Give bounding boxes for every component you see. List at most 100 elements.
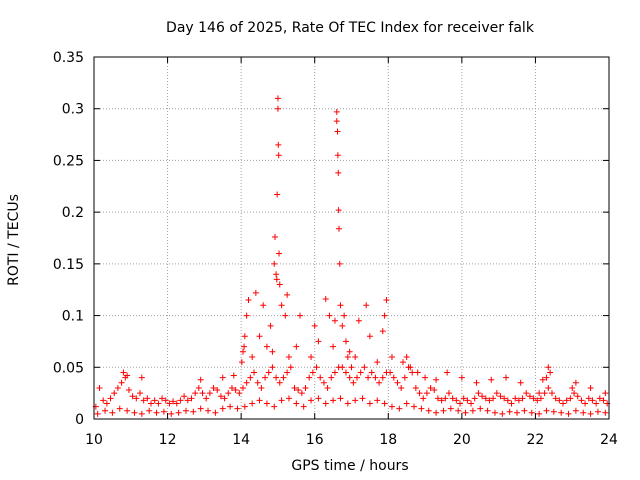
data-point [363,302,370,309]
y-tick-label: 0.25 [53,153,84,169]
data-point [365,374,372,381]
data-point [543,407,550,414]
data-point [334,152,341,159]
data-point [271,233,278,240]
x-tick-label: 22 [527,432,545,448]
data-point [416,390,423,397]
data-point [388,353,395,360]
data-point [569,384,576,391]
data-point [342,338,349,345]
data-point [285,395,292,402]
data-point [536,410,543,417]
data-point [160,408,167,415]
x-tick-label: 24 [600,432,618,448]
data-point [556,397,563,404]
data-point [473,379,480,386]
x-tick-label: 16 [306,432,324,448]
data-point [168,410,175,417]
data-point [503,374,509,381]
data-point [479,393,486,400]
data-point [269,348,276,355]
data-point [403,353,410,360]
data-point [212,409,219,416]
x-tick-labels: 10 12 14 16 18 20 22 24 [85,432,618,448]
data-point [346,348,353,355]
data-point [170,398,177,405]
data-point [263,400,270,407]
data-point [331,369,338,376]
data-point [247,374,254,381]
data-point [271,260,278,267]
data-point [357,369,364,376]
data-point [275,152,282,159]
data-point [177,397,184,404]
data-point [486,397,493,404]
data-point [458,374,465,381]
data-point [403,400,410,407]
data-point [184,397,191,404]
data-point [431,387,438,394]
data-point [274,95,281,102]
data-point [166,400,173,407]
data-point [238,359,245,366]
data-point [379,328,386,335]
data-point [545,364,552,371]
data-point [273,271,280,278]
data-point [109,409,116,416]
data-point [514,409,521,416]
data-point [330,397,337,404]
data-point [313,364,320,371]
data-point [425,407,432,414]
data-point [182,407,189,414]
data-point [541,390,548,397]
data-point [558,409,565,416]
data-point [493,390,500,397]
data-point [414,369,421,376]
data-point [368,369,375,376]
data-point [548,390,555,397]
data-point [210,384,217,391]
data-point [374,397,381,404]
data-point [547,369,554,376]
data-point [534,397,541,404]
data-point [254,379,261,386]
chart-title: Day 146 of 2025, Rate Of TEC Index for r… [166,20,535,36]
data-point [102,407,109,414]
y-tick-label: 0 [75,412,84,428]
data-point [497,393,504,400]
data-point [334,128,341,135]
x-tick-label: 20 [453,432,471,448]
data-point [276,250,283,257]
data-point [322,296,329,303]
data-point [295,387,302,394]
data-point [173,400,180,407]
data-point [438,397,445,404]
data-point [331,317,338,324]
data-point [300,403,307,410]
data-point [322,400,329,407]
data-point [136,390,143,397]
data-point [596,395,603,402]
data-point [236,390,243,397]
data-point [333,108,340,115]
data-point [206,390,213,397]
data-point [111,390,118,397]
data-point [504,397,511,404]
data-point [519,395,526,402]
data-point [219,405,226,412]
data-point [530,395,537,402]
data-point [280,374,287,381]
data-point [490,395,497,402]
data-point [214,387,221,394]
data-point [536,390,543,397]
data-point [138,410,145,417]
data-point [232,387,239,394]
data-point [352,397,359,404]
data-point [274,191,281,198]
y-tick-label: 0.2 [62,205,84,221]
data-point [412,384,419,391]
data-point [578,397,585,404]
data-point [582,400,589,407]
data-point [265,369,272,376]
data-point [243,312,250,319]
